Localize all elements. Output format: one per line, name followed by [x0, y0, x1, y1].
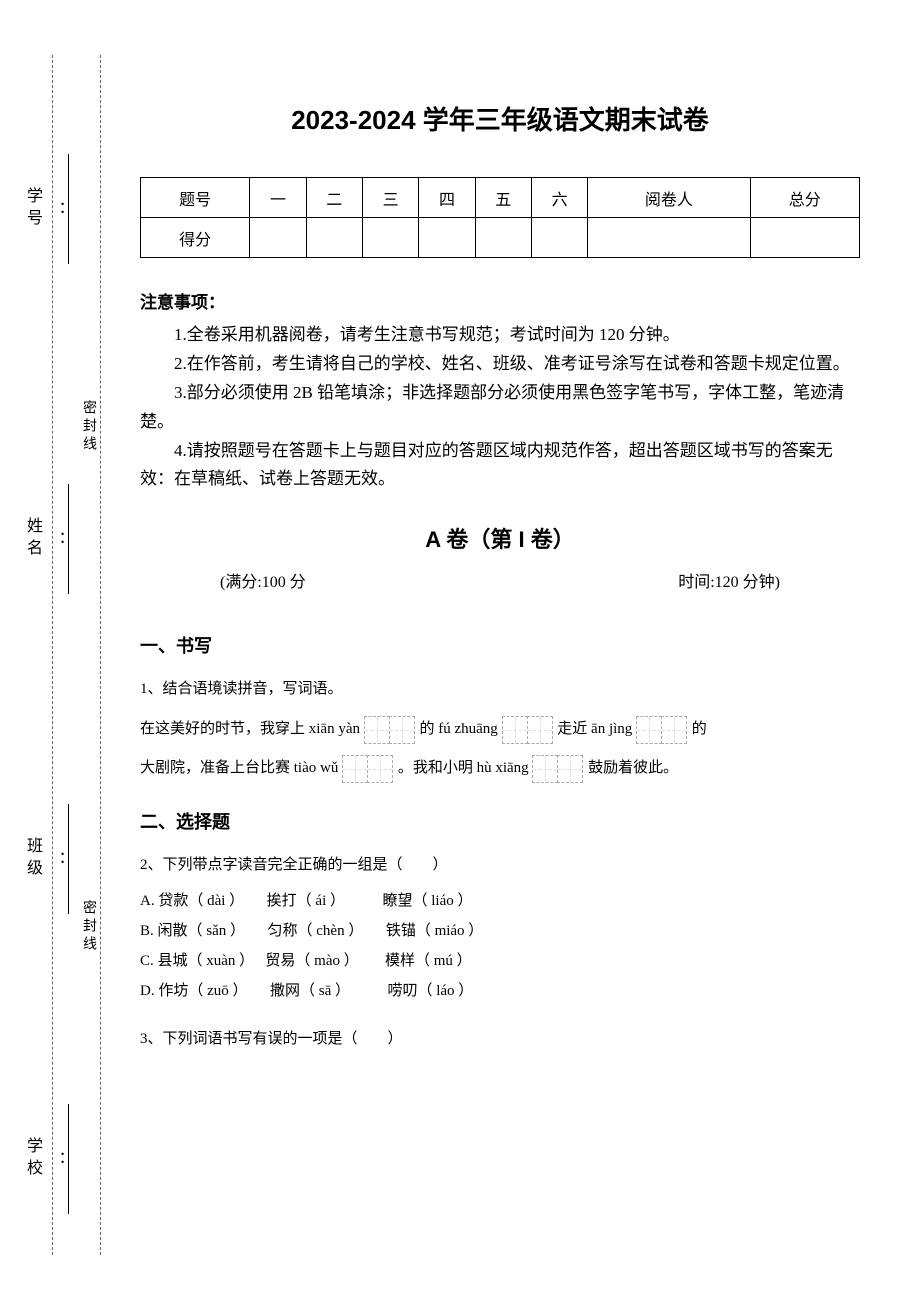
cell	[588, 218, 750, 258]
cell	[475, 218, 531, 258]
colon: ：	[44, 531, 68, 547]
text-seg: 的	[692, 721, 707, 737]
cell	[419, 218, 475, 258]
exam-title: 2023-2024 学年三年级语文期末试卷	[140, 100, 860, 137]
section-heading: 二、选择题	[140, 808, 860, 834]
table-row: 题号 一 二 三 四 五 六 阅卷人 总分	[141, 178, 860, 218]
question-1: 1、结合语境读拼音，写词语。 在这美好的时节，我穿上 xiān yàn 的 fú…	[140, 674, 860, 788]
blank-line	[68, 1104, 69, 1214]
paper-meta: (满分:100 分 时间:120 分钟)	[140, 568, 860, 592]
cell: 题号	[141, 178, 250, 218]
paper-section-title: A 卷（第 I 卷）	[140, 522, 860, 554]
score-table: 题号 一 二 三 四 五 六 阅卷人 总分 得分	[140, 177, 860, 258]
option-d: D. 作坊（ zuō ） 撒网（ sā ） 唠叨（ láo ）	[140, 976, 560, 1006]
label-text: 班级	[20, 837, 44, 881]
label-text: 学校	[20, 1137, 44, 1181]
margin-field-student-id: ： 学号	[20, 150, 69, 268]
margin-field-name: ： 姓名	[20, 480, 69, 598]
cell: 阅卷人	[588, 178, 750, 218]
binding-margin: 密封线 密封线 ： 学号 ： 姓名 ： 班级 ： 学校	[0, 0, 120, 1302]
answer-boxes	[503, 716, 553, 744]
cell	[250, 218, 306, 258]
fill-sentence: 在这美好的时节，我穿上 xiān yàn 的 fú zhuāng 走近 ān j…	[140, 710, 860, 749]
cell: 四	[419, 178, 475, 218]
answer-boxes	[533, 755, 583, 783]
cell: 五	[475, 178, 531, 218]
blank-line	[68, 484, 69, 594]
blank-line	[68, 154, 69, 264]
cell	[362, 218, 418, 258]
answer-boxes	[637, 716, 687, 744]
question-2: 2、下列带点字读音完全正确的一组是（ ） A. 贷款（ dài ） 挨打（ ái…	[140, 850, 860, 1006]
label-text: 姓名	[20, 517, 44, 561]
notice-item: 2.在作答前，考生请将自己的学校、姓名、班级、准考证号涂写在试卷和答题卡规定位置…	[140, 350, 860, 379]
time-limit: 时间:120 分钟)	[678, 568, 780, 592]
option-b: B. 闲散（ sǎn ） 匀称（ chèn ） 铁锚（ miáo ）	[140, 916, 560, 946]
cell: 得分	[141, 218, 250, 258]
margin-field-class: ： 班级	[20, 800, 69, 918]
colon: ：	[44, 1151, 68, 1167]
seal-line-text: 密封线	[78, 900, 98, 954]
colon: ：	[44, 851, 68, 867]
cell	[531, 218, 587, 258]
cell: 一	[250, 178, 306, 218]
table-row: 得分	[141, 218, 860, 258]
answer-boxes	[343, 755, 393, 783]
options: A. 贷款（ dài ） 挨打（ ái ） 瞭望（ liáo ） B. 闲散（ …	[140, 886, 560, 1006]
dashed-rule-outer	[100, 55, 101, 1255]
question-stem: 1、结合语境读拼音，写词语。	[140, 674, 860, 704]
option-c: C. 县城（ xuàn ） 贸易（ mào ） 模样（ mú ）	[140, 946, 560, 976]
full-score: (满分:100 分	[220, 568, 306, 592]
cell: 六	[531, 178, 587, 218]
text-seg: 在这美好的时节，我穿上 xiān yàn	[140, 721, 360, 737]
cell: 三	[362, 178, 418, 218]
notice-heading: 注意事项：	[140, 288, 860, 313]
exam-content: 2023-2024 学年三年级语文期末试卷 题号 一 二 三 四 五 六 阅卷人…	[140, 100, 860, 1060]
notice-item: 4.请按照题号在答题卡上与题目对应的答题区域内规范作答，超出答题区域书写的答案无…	[140, 437, 860, 495]
fill-sentence: 大剧院，准备上台比赛 tiào wǔ 。我和小明 hù xiāng 鼓励着彼此。	[140, 749, 860, 788]
text-seg: 大剧院，准备上台比赛 tiào wǔ	[140, 760, 338, 776]
margin-field-school: ： 学校	[20, 1100, 69, 1218]
notice-block: 注意事项： 1.全卷采用机器阅卷，请考生注意书写规范；考试时间为 120 分钟。…	[140, 288, 860, 494]
seal-line-text: 密封线	[78, 400, 98, 454]
question-3: 3、下列词语书写有误的一项是（ ）	[140, 1024, 860, 1054]
colon: ：	[44, 201, 68, 217]
cell	[306, 218, 362, 258]
cell	[750, 218, 859, 258]
cell: 总分	[750, 178, 859, 218]
question-stem: 3、下列词语书写有误的一项是（ ）	[140, 1024, 860, 1054]
text-seg: 的 fú zhuāng	[419, 721, 497, 737]
label-text: 学号	[20, 187, 44, 231]
notice-item: 3.部分必须使用 2B 铅笔填涂；非选择题部分必须使用黑色签字笔书写，字体工整，…	[140, 379, 860, 437]
question-stem: 2、下列带点字读音完全正确的一组是（ ）	[140, 850, 860, 880]
text-seg: 走近 ān jìng	[557, 721, 632, 737]
cell: 二	[306, 178, 362, 218]
notice-item: 1.全卷采用机器阅卷，请考生注意书写规范；考试时间为 120 分钟。	[140, 321, 860, 350]
text-seg: 。我和小明 hù xiāng	[398, 760, 529, 776]
answer-boxes	[365, 716, 415, 744]
text-seg: 鼓励着彼此。	[588, 760, 678, 776]
blank-line	[68, 804, 69, 914]
section-heading: 一、书写	[140, 632, 860, 658]
option-a: A. 贷款（ dài ） 挨打（ ái ） 瞭望（ liáo ）	[140, 886, 560, 916]
